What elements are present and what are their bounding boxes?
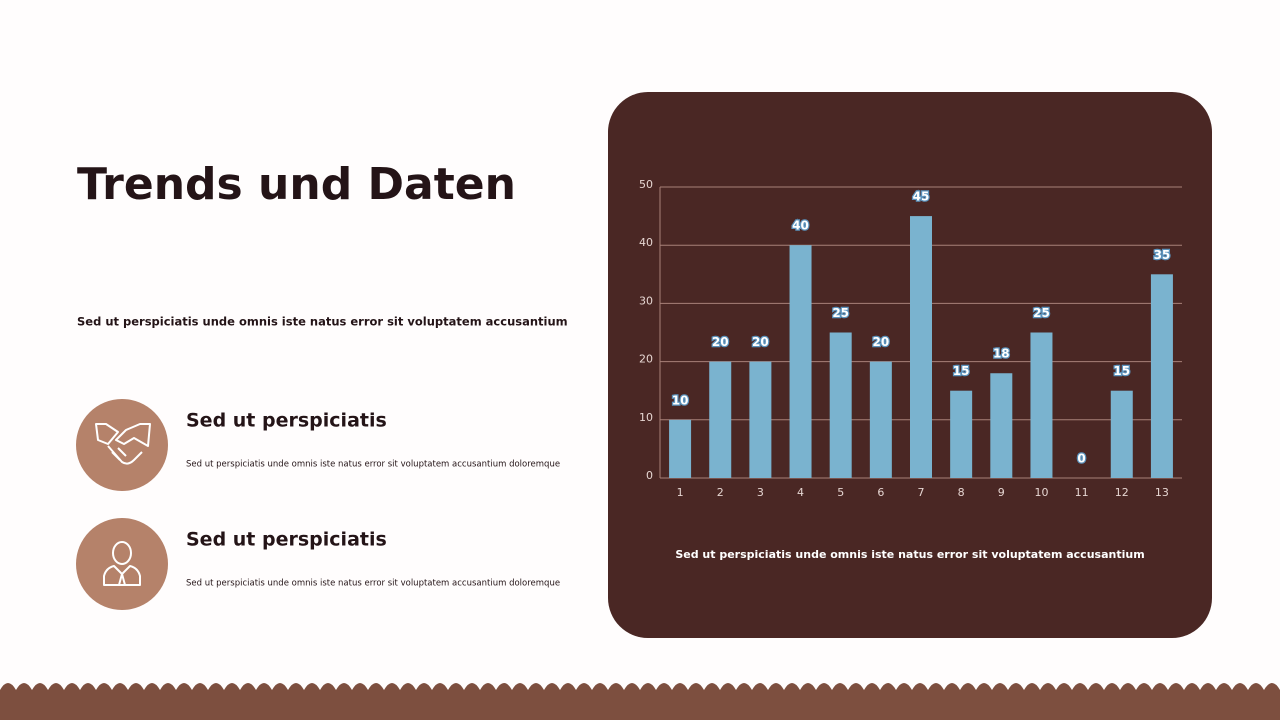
x-tick-label: 9 [998, 486, 1005, 499]
value-label: 40 [792, 219, 809, 233]
x-tick-label: 2 [717, 486, 724, 499]
y-tick-label: 10 [639, 411, 653, 424]
value-label: 35 [1154, 248, 1171, 262]
value-label: 45 [913, 190, 930, 204]
bar [869, 361, 892, 478]
value-label: 25 [832, 306, 849, 320]
bar [669, 419, 692, 478]
bar [1030, 332, 1053, 478]
title: Trends und Daten [77, 159, 516, 210]
bar [910, 216, 932, 478]
value-label: 20 [752, 335, 769, 349]
bar [1110, 390, 1133, 478]
value-label: 20 [712, 335, 729, 349]
x-tick-label: 8 [958, 486, 965, 499]
item-heading: Sed ut perspiciatis [186, 529, 387, 551]
item-text: Sed ut perspiciatis unde omnis iste natu… [186, 460, 560, 470]
item-heading: Sed ut perspiciatis [186, 410, 387, 432]
value-label: 15 [953, 364, 970, 378]
x-tick-label: 6 [877, 486, 884, 499]
x-tick-label: 13 [1155, 486, 1169, 499]
bar [789, 245, 812, 478]
bar [709, 361, 732, 478]
x-tick-label: 12 [1115, 486, 1129, 499]
value-label: 10 [672, 393, 689, 407]
bar [1150, 274, 1173, 478]
y-tick-label: 0 [646, 469, 653, 482]
y-tick-label: 50 [639, 178, 653, 191]
y-tick-label: 20 [639, 353, 653, 366]
person-icon [103, 541, 141, 586]
bar [749, 361, 772, 478]
y-tick-label: 40 [639, 236, 653, 249]
x-tick-label: 7 [918, 486, 925, 499]
value-label: 15 [1113, 364, 1130, 378]
bottom-wave [0, 683, 1280, 720]
icon-circle [76, 399, 168, 491]
x-tick-label: 11 [1075, 486, 1089, 499]
bar [950, 390, 973, 478]
x-tick-label: 3 [757, 486, 764, 499]
chart-caption: Sed ut perspiciatis unde omnis iste natu… [675, 548, 1144, 561]
y-tick-label: 30 [639, 294, 653, 307]
bar [990, 373, 1013, 478]
x-tick-label: 1 [677, 486, 684, 499]
handshake-icon [95, 423, 151, 465]
value-label: 20 [872, 335, 889, 349]
bar [829, 332, 852, 478]
x-tick-label: 5 [837, 486, 844, 499]
x-tick-label: 4 [797, 486, 804, 499]
intro: Sed ut perspiciatis unde omnis iste natu… [77, 315, 568, 329]
x-tick-label: 10 [1034, 486, 1048, 499]
value-label: 0 [1077, 452, 1085, 466]
value-label: 25 [1033, 306, 1050, 320]
value-label: 18 [993, 347, 1010, 361]
item-text: Sed ut perspiciatis unde omnis iste natu… [186, 579, 560, 589]
